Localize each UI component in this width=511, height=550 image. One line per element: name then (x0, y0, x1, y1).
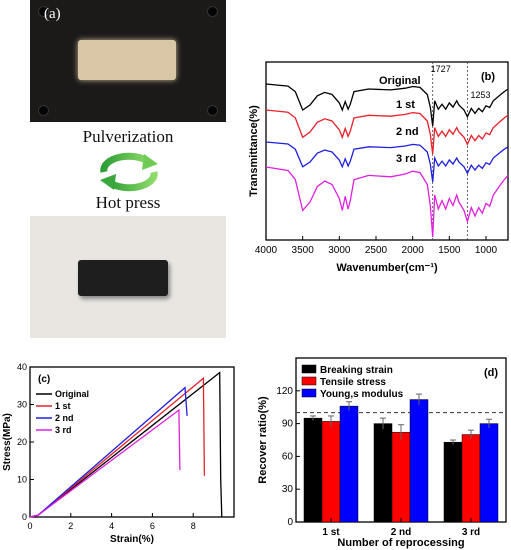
bar-0 (303, 417, 323, 523)
x-tick-label: 3500 (292, 245, 315, 256)
spectrum-line-3 (265, 166, 509, 238)
cycle-arrows-icon (100, 152, 158, 192)
legend-label: 1 st (55, 401, 71, 411)
x-axis-title: Number of reprocessing (337, 537, 464, 549)
series-label: 1 st (396, 99, 415, 111)
stress-strain-line-1 (29, 376, 206, 518)
screw-hole-icon (207, 6, 218, 17)
series-label: 2 nd (396, 126, 419, 138)
panel-label-c: (c) (38, 374, 50, 385)
y-tick-label: 120 (276, 386, 293, 397)
legend-label: 2 nd (55, 413, 74, 423)
series-label: Original (379, 75, 421, 87)
y-tick-label: 10 (17, 475, 27, 485)
legend-swatch (301, 364, 317, 374)
bar-1 (461, 434, 481, 523)
x-axis-title: Strain(%) (110, 534, 154, 545)
bar-1 (321, 421, 341, 523)
y-tick-label: 0 (287, 517, 293, 528)
x-axis-title: Wavenumber(cm⁻¹) (336, 262, 438, 274)
bar-0 (373, 423, 393, 523)
x-tick-label: 2500 (365, 245, 388, 256)
x-tick-label: 3 rd (462, 527, 480, 538)
panel-label-a: (a) (44, 6, 61, 22)
screw-hole-icon (207, 105, 218, 116)
bar-2 (409, 399, 429, 523)
photo-pulverized-powder: (a) (30, 0, 226, 122)
bar-2 (339, 405, 359, 523)
x-tick-label: 2000 (402, 245, 425, 256)
powder-pile (78, 40, 176, 80)
x-tick-label: 3000 (328, 245, 351, 256)
screw-hole-icon (38, 105, 49, 116)
panel-label-b: (b) (481, 71, 495, 83)
legend-label: Breaking strain (320, 365, 393, 376)
panel-label-d: (d) (484, 367, 498, 379)
series-label: 3 rd (396, 153, 416, 165)
legend-swatch (301, 376, 317, 386)
x-tick-label: 4 (109, 521, 114, 531)
stress-strain-line-2 (29, 386, 188, 518)
x-tick-label: 2 (68, 521, 73, 531)
x-tick-label: 4000 (255, 245, 278, 256)
spectrum-line-1 (265, 109, 509, 155)
step-label-hot-press: Hot press (95, 193, 161, 212)
band-label: 1727 (431, 64, 451, 74)
legend-swatch (301, 388, 317, 398)
legend-label: Tensile stress (320, 377, 386, 388)
recover-ratio-chart: 0 30 60 90 120 1 st 2 nd 3 rd Breaking strainTe… (257, 357, 507, 549)
y-tick-label: 60 (282, 451, 294, 462)
x-tick-label: 2 nd (391, 527, 412, 538)
y-tick-label: 20 (17, 437, 27, 447)
x-tick-label: 1500 (438, 245, 461, 256)
y-tick-label: 90 (282, 419, 294, 430)
ftir-chart: 4000 3500 3000 2500 2000 1500 1000 Original 1 s… (248, 61, 509, 274)
legend-label: Young,s modulus (320, 389, 404, 400)
x-tick-label: 1000 (475, 245, 498, 256)
y-tick-label: 30 (282, 484, 294, 495)
bar-2 (479, 423, 499, 523)
pressed-sample (78, 260, 168, 296)
screw-hole-icon (38, 6, 49, 17)
plot-frame (265, 61, 509, 241)
bar-1 (391, 432, 411, 523)
band-label: 1253 (470, 90, 490, 100)
y-axis-title: Transmittance(%) (248, 105, 260, 197)
y-tick-label: 40 (17, 362, 27, 372)
x-tick-label: 6 (150, 521, 155, 531)
y-tick-label: 30 (17, 400, 27, 410)
y-tick-label: 0 (22, 512, 27, 522)
x-tick-label: 8 (191, 521, 196, 531)
y-axis-title: Recover ratio(%) (257, 396, 269, 484)
x-tick-label: 0 (27, 521, 32, 531)
y-axis-title: Stress(MPa) (2, 413, 13, 471)
photo-hot-pressed-sample (30, 216, 226, 338)
step-label-pulverization: Pulverization (82, 127, 174, 146)
legend-label: 3 rd (55, 425, 72, 435)
x-tick-label: 1 st (322, 527, 340, 538)
stress-strain-line-3 (29, 408, 181, 518)
legend-label: Original (55, 389, 89, 399)
bar-0 (443, 441, 463, 523)
spectrum-line-0 (265, 83, 509, 127)
spectrum-line-2 (265, 141, 509, 183)
